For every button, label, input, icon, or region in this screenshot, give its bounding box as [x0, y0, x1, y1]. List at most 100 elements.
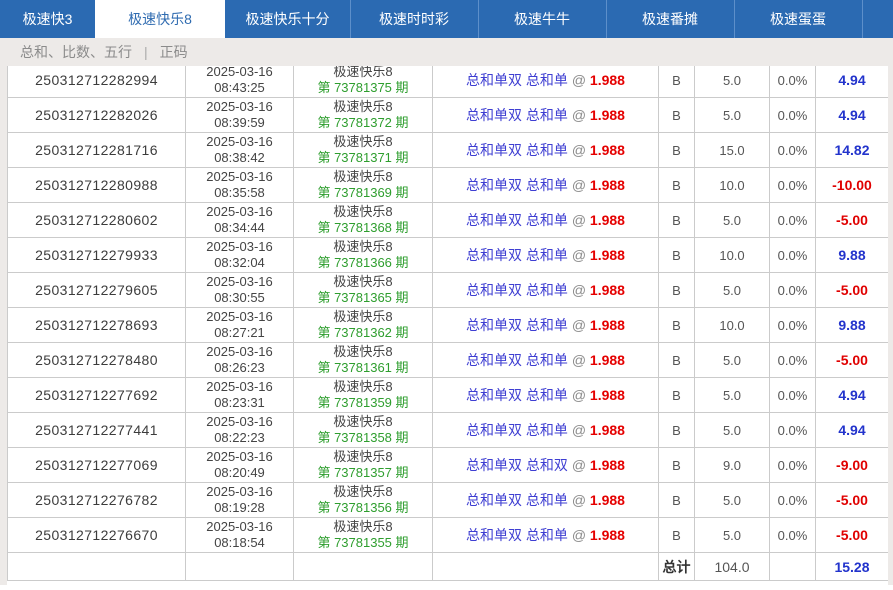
at-sign: @: [571, 282, 587, 298]
table-row: 250312712279605 2025-03-16 08:30:55 极速快乐…: [7, 272, 888, 308]
bet-date: 2025-03-16: [206, 309, 273, 324]
bet-date: 2025-03-16: [206, 379, 273, 394]
odds-value: 1.988: [589, 212, 625, 228]
category-zhengma[interactable]: 正码: [159, 44, 188, 60]
nav-tab-jisudandan[interactable]: 极速蛋蛋: [734, 0, 862, 38]
percent-cell: 0.0%: [769, 272, 816, 308]
bet-date: 2025-03-16: [206, 519, 273, 534]
order-id-cell: 250312712281716: [7, 132, 186, 168]
amount-cell: 5.0: [694, 202, 770, 238]
order-id-cell: 250312712277692: [7, 377, 186, 413]
bet-type: 总和单双 总和单: [466, 492, 568, 508]
bet-date: 2025-03-16: [206, 99, 273, 114]
bet-time: 08:39:59: [214, 115, 265, 130]
side-cell: B: [658, 307, 695, 343]
odds-value: 1.988: [589, 107, 625, 123]
side-cell: B: [658, 342, 695, 378]
percent-cell: 0.0%: [769, 377, 816, 413]
bet-category-bar: 总和、比数、五行 | 正码: [0, 38, 893, 66]
percent-cell: 0.0%: [769, 202, 816, 238]
nav-tab-jisukuaileshifen[interactable]: 极速快乐十分: [245, 11, 330, 27]
bet-type-cell: 总和单双 总和单 @ 1.988: [432, 167, 659, 203]
game-period-cell: 极速快乐8 第 73781366 期: [293, 237, 433, 273]
percent-cell: 0.0%: [769, 482, 816, 518]
bet-type: 总和单双 总和单: [466, 247, 568, 263]
side-cell: B: [658, 202, 695, 238]
nav-tab-jisukuai3[interactable]: 极速快3: [22, 11, 73, 27]
nav-tab-jisushishicai[interactable]: 极速时时彩: [350, 0, 478, 38]
side-cell: B: [658, 412, 695, 448]
game-period-cell: 极速快乐8 第 73781375 期: [293, 66, 433, 98]
draw-period: 第 73781357 期: [317, 465, 409, 480]
at-sign: @: [571, 212, 587, 228]
result-cell: -10.00: [815, 167, 888, 203]
percent-cell: 0.0%: [769, 132, 816, 168]
time-cell: 2025-03-16 08:26:23: [185, 342, 294, 378]
nav-tab-jisufantan[interactable]: 极速番摊: [606, 0, 734, 38]
game-name: 极速快乐8: [333, 99, 393, 114]
bet-time: 08:27:21: [214, 325, 265, 340]
game-period-cell: 极速快乐8 第 73781361 期: [293, 342, 433, 378]
game-name: 极速快乐8: [333, 309, 393, 324]
game-period-cell: 极速快乐8 第 73781368 期: [293, 202, 433, 238]
bet-time: 08:23:31: [214, 395, 265, 410]
nav-tab-jisukuaile8[interactable]: 极速快乐8: [95, 0, 225, 38]
bet-time: 08:32:04: [214, 255, 265, 270]
time-cell: 2025-03-16 08:22:23: [185, 412, 294, 448]
draw-period: 第 73781371 期: [317, 150, 409, 165]
game-name: 极速快乐8: [333, 204, 393, 219]
bet-type-cell: 总和单双 总和单 @ 1.988: [432, 412, 659, 448]
order-id-cell: 250312712276670: [7, 517, 186, 553]
game-period-cell: 极速快乐8 第 73781355 期: [293, 517, 433, 553]
nav-tab-more[interactable]: 更: [862, 0, 893, 38]
bet-type: 总和单双 总和单: [466, 107, 568, 123]
game-name: 极速快乐8: [333, 379, 393, 394]
game-period-cell: 极速快乐8 第 73781371 期: [293, 132, 433, 168]
table-row: 250312712277692 2025-03-16 08:23:31 极速快乐…: [7, 377, 888, 413]
time-cell: 2025-03-16 08:32:04: [185, 237, 294, 273]
amount-cell: 5.0: [694, 412, 770, 448]
at-sign: @: [571, 352, 587, 368]
draw-period: 第 73781361 期: [317, 360, 409, 375]
records-table: 250312712282994 2025-03-16 08:43:25 极速快乐…: [7, 66, 888, 581]
order-id-cell: 250312712278480: [7, 342, 186, 378]
amount-cell: 5.0: [694, 517, 770, 553]
game-tabs-nav: 极速快3 极速快乐8 极速快乐十分 极速时时彩 极速牛牛 极速番摊 极速蛋蛋 更: [0, 0, 893, 38]
result-cell: -5.00: [815, 517, 888, 553]
nav-tab-jisuniuniu[interactable]: 极速牛牛: [478, 0, 606, 38]
game-period-cell: 极速快乐8 第 73781369 期: [293, 167, 433, 203]
bet-type: 总和单双 总和单: [466, 527, 568, 543]
bet-type: 总和单双 总和单: [466, 387, 568, 403]
percent-cell: 0.0%: [769, 412, 816, 448]
at-sign: @: [571, 177, 587, 193]
total-amount: 104.0: [694, 552, 770, 581]
bet-time: 08:38:42: [214, 150, 265, 165]
bet-type-cell: 总和单双 总和单 @ 1.988: [432, 517, 659, 553]
bet-time: 08:20:49: [214, 465, 265, 480]
time-cell: 2025-03-16 08:30:55: [185, 272, 294, 308]
category-group-totals[interactable]: 总和、比数、五行: [20, 44, 132, 60]
total-empty-bet-cell: [432, 552, 659, 581]
total-empty-order-cell: [7, 552, 186, 581]
at-sign: @: [571, 422, 587, 438]
amount-cell: 5.0: [694, 97, 770, 133]
total-empty-game-cell: [293, 552, 433, 581]
odds-value: 1.988: [589, 177, 625, 193]
draw-period: 第 73781355 期: [317, 535, 409, 550]
game-name: 极速快乐8: [333, 169, 393, 184]
bet-type-cell: 总和单双 总和单 @ 1.988: [432, 377, 659, 413]
at-sign: @: [571, 527, 587, 543]
order-id-cell: 250312712279605: [7, 272, 186, 308]
amount-cell: 10.0: [694, 307, 770, 343]
game-name: 极速快乐8: [333, 519, 393, 534]
time-cell: 2025-03-16 08:20:49: [185, 447, 294, 483]
result-cell: 9.88: [815, 237, 888, 273]
time-cell: 2025-03-16 08:18:54: [185, 517, 294, 553]
odds-value: 1.988: [589, 352, 625, 368]
draw-period: 第 73781366 期: [317, 255, 409, 270]
total-empty-time-cell: [185, 552, 294, 581]
result-cell: -5.00: [815, 342, 888, 378]
table-row: 250312712279933 2025-03-16 08:32:04 极速快乐…: [7, 237, 888, 273]
bet-type-cell: 总和单双 总和单 @ 1.988: [432, 202, 659, 238]
at-sign: @: [571, 107, 587, 123]
